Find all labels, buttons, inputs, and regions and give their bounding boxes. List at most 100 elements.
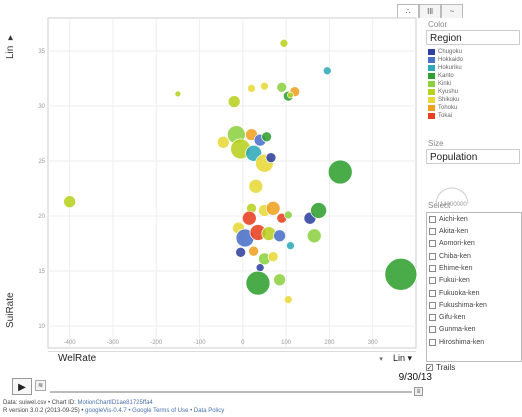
data-bubble[interactable] (217, 136, 229, 148)
select-item-label: Ehime-ken (439, 265, 472, 272)
select-section-label: Select (428, 201, 450, 210)
time-slider-handle[interactable]: ≡ (414, 387, 423, 396)
legend-swatch (428, 57, 435, 63)
select-item-checkbox[interactable] (429, 314, 436, 321)
legend-label: Chugoku (438, 49, 462, 55)
footer-version-text: R version 3.0.2 (2013-09-25) • (3, 408, 85, 414)
select-item[interactable]: Aomori-ken (427, 238, 521, 250)
data-bubble[interactable] (260, 82, 268, 90)
select-item-label: Chiba-ken (439, 253, 471, 260)
data-bubble[interactable] (311, 203, 327, 219)
data-bubble[interactable] (307, 229, 321, 243)
time-slider-track[interactable] (50, 391, 412, 393)
data-bubble[interactable] (246, 271, 270, 295)
data-bubble[interactable] (249, 246, 259, 256)
x-variable-chevron-icon: ▾ (379, 356, 383, 363)
size-selector[interactable]: Population (426, 149, 520, 164)
data-bubble[interactable] (286, 242, 294, 250)
x-variable-selector[interactable]: WelRate (58, 353, 96, 364)
legend-item[interactable]: Kinki (428, 80, 518, 88)
data-bubble[interactable] (274, 274, 286, 286)
select-item-checkbox[interactable] (429, 302, 436, 309)
data-bubble[interactable] (277, 82, 287, 92)
data-bubble[interactable] (249, 179, 263, 193)
select-item-checkbox[interactable] (429, 326, 436, 333)
select-item[interactable]: Fukuoka-ken (427, 287, 521, 299)
playback-controls: ▶ ≋ ≡ 9/30/13 (12, 378, 432, 398)
select-item-checkbox[interactable] (429, 277, 436, 284)
data-bubble[interactable] (266, 201, 280, 215)
y-tick-label: 10 (38, 324, 45, 330)
select-item-label: Hiroshima-ken (439, 339, 484, 346)
trails-checkbox[interactable]: ✓ (426, 364, 433, 371)
legend-swatch (428, 49, 435, 55)
data-bubble[interactable] (284, 211, 292, 219)
footer: Data: suiwel.csv • Chart ID: MotionChart… (3, 400, 224, 415)
select-item[interactable]: Hiroshima-ken (427, 336, 521, 348)
data-bubble[interactable] (175, 91, 181, 97)
data-bubble[interactable] (274, 230, 286, 242)
color-section-label: Color (428, 20, 447, 29)
data-bubble[interactable] (284, 296, 292, 304)
data-bubble[interactable] (385, 258, 417, 290)
legend-item[interactable]: Chugoku (428, 48, 518, 56)
chart-id-link[interactable]: MotionChartID1ae81725ffa4 (77, 400, 152, 406)
select-item-checkbox[interactable] (429, 339, 436, 346)
select-item-checkbox[interactable] (429, 228, 436, 235)
legend-item[interactable]: Tohoku (428, 104, 518, 112)
data-bubble[interactable] (287, 92, 293, 98)
color-legend: Chugoku Hokkaido Hokuriku Kanto Kinki Kyushu S… (428, 48, 518, 120)
select-item[interactable]: Fukushima-ken (427, 299, 521, 311)
legend-item[interactable]: Kanto (428, 72, 518, 80)
x-tick-label: 100 (281, 340, 292, 346)
select-item[interactable]: Akita-ken (427, 226, 521, 238)
play-button[interactable]: ▶ (12, 378, 32, 395)
select-list[interactable]: Aichi-ken Akita-ken Aomori-ken Chiba-ken Ehi… (426, 212, 522, 362)
trails-toggle[interactable]: ✓ Trails (426, 363, 455, 372)
data-bubble[interactable] (242, 211, 256, 225)
x-tick-label: -100 (194, 340, 207, 346)
footer-links[interactable]: googleVis-0.4.7 • Google Terms of Use • … (85, 408, 224, 414)
data-bubble[interactable] (280, 39, 288, 47)
legend-item[interactable]: Shikoku (428, 96, 518, 104)
legend-label: Kinki (438, 81, 451, 87)
select-item-checkbox[interactable] (429, 265, 436, 272)
select-item[interactable]: Chiba-ken (427, 250, 521, 262)
legend-label: Tohoku (438, 105, 457, 111)
select-item[interactable]: Fukui-ken (427, 275, 521, 287)
legend-item[interactable]: Kyushu (428, 88, 518, 96)
legend-item[interactable]: Hokuriku (428, 64, 518, 72)
data-bubble[interactable] (228, 96, 240, 108)
data-bubble[interactable] (236, 247, 246, 257)
current-date-label: 9/30/13 (399, 372, 432, 383)
select-item-label: Fukushima-ken (439, 302, 487, 309)
data-bubble[interactable] (266, 153, 276, 163)
color-selector[interactable]: Region (426, 30, 520, 45)
select-item-label: Aichi-ken (439, 216, 468, 223)
select-item[interactable]: Gunma-ken (427, 324, 521, 336)
legend-swatch (428, 97, 435, 103)
y-tick-label: 25 (38, 159, 45, 165)
speed-button[interactable]: ≋ (35, 380, 46, 391)
legend-item[interactable]: Tokai (428, 112, 518, 120)
data-bubble[interactable] (247, 84, 255, 92)
data-bubble[interactable] (262, 132, 272, 142)
data-bubble[interactable] (256, 264, 264, 272)
data-bubble[interactable] (64, 196, 76, 208)
x-tick-label: 300 (368, 340, 379, 346)
data-bubble[interactable] (323, 67, 331, 75)
legend-item[interactable]: Hokkaido (428, 56, 518, 64)
select-item-label: Fukuoka-ken (439, 290, 479, 297)
select-item[interactable]: Aichi-ken (427, 213, 521, 225)
select-item[interactable]: Gifu-ken (427, 312, 521, 324)
data-bubble[interactable] (328, 160, 352, 184)
data-bubble[interactable] (268, 252, 278, 262)
select-item[interactable]: Ehime-ken (427, 262, 521, 274)
x-scale-selector[interactable]: ▾ Lin ▾ (379, 353, 412, 364)
x-axis-controls: WelRate ▾ Lin ▾ (48, 351, 416, 367)
select-item-checkbox[interactable] (429, 216, 436, 223)
select-item-checkbox[interactable] (429, 240, 436, 247)
x-tick-label: 200 (324, 340, 335, 346)
select-item-checkbox[interactable] (429, 253, 436, 260)
select-item-checkbox[interactable] (429, 290, 436, 297)
